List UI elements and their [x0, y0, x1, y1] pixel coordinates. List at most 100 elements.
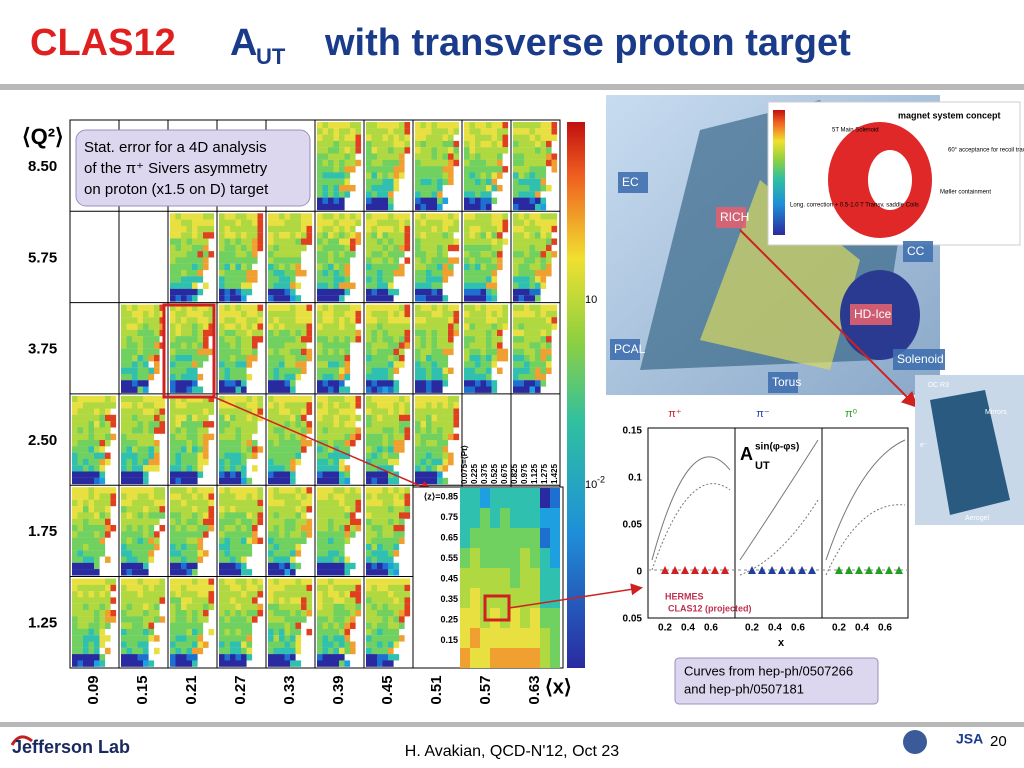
heatmap-cell: [284, 288, 291, 296]
heatmap-cell: [388, 487, 394, 494]
heatmap-cell: [371, 257, 378, 264]
heatmap-cell: [301, 329, 307, 337]
heatmap-cell: [290, 487, 296, 494]
heatmap-cell: [132, 477, 138, 485]
heatmap-cell: [137, 550, 144, 557]
heatmap-cell: [317, 317, 323, 324]
heatmap-cell: [246, 499, 253, 507]
heatmap-cell: [186, 244, 193, 252]
heatmap-cell: [322, 140, 329, 148]
heatmap-cell: [328, 499, 334, 507]
heatmap-cell: [535, 134, 541, 141]
heatmap-cell: [279, 323, 285, 330]
heatmap-cell: [371, 562, 378, 570]
heatmap-cell: [328, 257, 334, 264]
heatmap-cell: [420, 471, 427, 478]
heatmap-cell: [72, 610, 78, 617]
heatmap-cell: [339, 421, 345, 428]
heatmap-cell: [371, 660, 378, 667]
heatmap-cell: [241, 610, 247, 617]
heatmap-cell: [279, 506, 285, 513]
heatmap-cell: [181, 471, 187, 478]
heatmap-cell: [268, 537, 274, 544]
heatmap-cell: [88, 458, 95, 466]
heatmap-cell: [426, 421, 432, 428]
heatmap-cell: [377, 323, 383, 330]
heatmap-cell: [170, 584, 176, 592]
heatmap-cell: [469, 244, 476, 252]
heatmap-cell: [219, 477, 225, 485]
heatmap-cell: [333, 122, 340, 129]
heatmap-cell: [431, 373, 438, 381]
heatmap-cell: [170, 471, 176, 478]
heatmap-cell: [371, 512, 378, 519]
heatmap-cell: [132, 537, 138, 544]
heatmap-cell: [301, 578, 307, 585]
heatmap-cell: [333, 329, 340, 337]
heatmap-cell: [388, 225, 394, 233]
heatmap-cell: [502, 166, 509, 173]
heatmap-cell: [197, 213, 204, 220]
heatmap-cell: [426, 477, 432, 485]
heatmap-cell: [518, 257, 525, 264]
heatmap-cell: [132, 506, 138, 513]
heatmap-cell: [143, 373, 149, 381]
heatmap-cell: [350, 304, 356, 311]
heatmap-cell: [328, 414, 334, 422]
heatmap-cell: [480, 263, 487, 271]
heatmap-cell: [126, 584, 133, 592]
magnet-note: Long. correction + 0.5-1.0 T Transv. sad…: [790, 203, 919, 209]
inset-cell: [470, 528, 480, 548]
heatmap-cell: [132, 373, 138, 381]
heatmap-cell: [497, 304, 503, 311]
heatmap-cell: [170, 408, 176, 415]
heatmap-cell: [431, 465, 438, 472]
heatmap-cell: [279, 499, 285, 507]
heatmap-cell: [99, 584, 106, 592]
heatmap-cell: [181, 373, 187, 381]
heatmap-cell: [382, 380, 389, 387]
heatmap-cell: [268, 493, 274, 500]
heatmap-cell: [268, 395, 274, 403]
heatmap-cell: [317, 257, 323, 264]
heatmap-cell: [371, 603, 378, 611]
heatmap-cell: [137, 597, 144, 604]
heatmap-cell: [404, 433, 411, 441]
heatmap-cell: [273, 616, 280, 623]
heatmap-cell: [224, 238, 231, 245]
heatmap-cell: [137, 512, 144, 519]
heatmap-cell: [301, 361, 307, 368]
heatmap-cell: [88, 414, 95, 422]
heatmap-cell: [404, 487, 411, 494]
heatmap-cell: [420, 166, 427, 173]
heatmap-cell: [273, 525, 280, 532]
heatmap-cell: [382, 395, 389, 403]
heatmap-cell: [143, 556, 149, 563]
inset-cell: [520, 548, 530, 568]
heatmap-cell: [175, 433, 182, 441]
heatmap-cell: [393, 172, 400, 179]
heatmap-cell: [273, 556, 280, 563]
heatmap-cell: [388, 584, 394, 592]
heatmap-cell: [132, 525, 138, 532]
heatmap-cell: [301, 421, 307, 428]
heatmap-cell: [105, 531, 111, 538]
heatmap-cell: [197, 458, 204, 466]
heatmap-cell: [442, 270, 449, 277]
heatmap-cell: [328, 276, 334, 283]
heatmap-cell: [322, 257, 329, 264]
heatmap-cell: [284, 433, 291, 441]
heatmap-cell: [420, 185, 427, 192]
heatmap-cell: [241, 317, 247, 324]
heatmap-cell: [399, 270, 405, 277]
heatmap-cell: [230, 493, 236, 500]
heatmap-cell: [442, 251, 449, 258]
heatmap-cell: [366, 610, 372, 617]
heatmap-cell: [105, 493, 111, 500]
inset-cell: [520, 488, 530, 508]
heatmap-cell: [377, 373, 383, 381]
heatmap-cell: [491, 263, 498, 271]
heatmap-cell: [426, 270, 432, 277]
heatmap-cell: [404, 244, 411, 252]
heatmap-cell: [420, 140, 427, 148]
